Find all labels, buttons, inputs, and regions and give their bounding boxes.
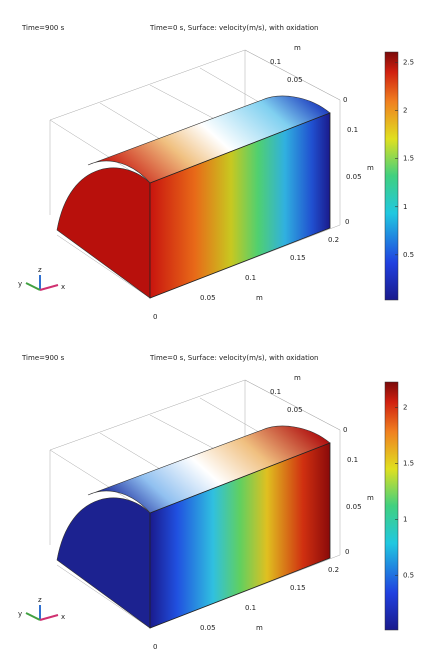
triad-x (39, 614, 59, 621)
x-unit: m (256, 624, 263, 632)
front-face (149, 442, 331, 629)
plot-title: Time=0 s, Surface: velocity(m/s), with o… (149, 354, 319, 362)
y-unit: m (294, 44, 301, 52)
colorbar-tick-label: 2 (403, 404, 407, 412)
colorbar-tick-label: 0.5 (403, 251, 414, 259)
x-tick-label: 0.2 (328, 566, 339, 574)
panel: Time=900 s Time=0 s, Surface: velocity(m/… (18, 354, 414, 651)
front-face (149, 112, 331, 299)
x-tick-label: 0.15 (290, 584, 306, 592)
z-tick-label: 0 (345, 548, 349, 556)
triad-label: y (18, 280, 22, 288)
colorbar (384, 381, 399, 631)
z-unit: m (367, 494, 374, 502)
x-tick-label: 0.15 (290, 254, 306, 262)
x-tick-label: 0.1 (245, 604, 256, 612)
y-tick-label: 0.1 (270, 58, 281, 66)
colorbar-tick-label: 0.5 (403, 571, 414, 579)
grid-box (49, 49, 341, 299)
triad-label: x (61, 613, 65, 621)
z-tick-label: 0.1 (347, 456, 358, 464)
z-tick-label: 0.05 (346, 173, 362, 181)
triad-label: x (61, 283, 65, 291)
y-unit: m (294, 374, 301, 382)
colorbar-tick-label: 2 (403, 107, 407, 115)
triad-label: y (18, 610, 22, 618)
plot-title: Time=0 s, Surface: velocity(m/s), with o… (149, 24, 319, 32)
colorbar-tick-label: 1.5 (403, 460, 414, 468)
triad-label: z (38, 596, 42, 604)
x-tick-label: 0 (153, 643, 157, 651)
time-label: Time=900 s (21, 24, 65, 32)
colorbar (384, 51, 399, 301)
colorbar-tick-label: 2.5 (403, 59, 414, 67)
x-tick-label: 0 (153, 313, 157, 321)
z-tick-label: 0 (345, 218, 349, 226)
z-unit: m (367, 164, 374, 172)
x-tick-label: 0.05 (200, 294, 216, 302)
panel: Time=900 s Time=0 s, Surface: velocity(m/… (18, 24, 414, 321)
triad-x (39, 284, 59, 291)
x-tick-label: 0.2 (328, 236, 339, 244)
y-tick-label: 0.05 (287, 406, 303, 414)
panels: Time=900 s Time=0 s, Surface: velocity(m/… (18, 24, 414, 651)
triad-label: z (38, 266, 42, 274)
colorbar-tick-label: 1.5 (403, 155, 414, 163)
x-tick-label: 0.1 (245, 274, 256, 282)
end-cap (56, 497, 151, 629)
x-unit: m (256, 294, 263, 302)
colorbar-tick-label: 1 (403, 203, 407, 211)
colorbar-tick-label: 1 (403, 515, 407, 523)
time-label: Time=900 s (21, 354, 65, 362)
triad-y (25, 612, 41, 621)
y-tick-label: 0.05 (287, 76, 303, 84)
z-tick-label: 0.1 (347, 126, 358, 134)
top-surface (87, 95, 331, 184)
top-surface (87, 425, 331, 514)
x-tick-label: 0.05 (200, 624, 216, 632)
y-tick-label: 0.1 (270, 388, 281, 396)
triad-y (25, 282, 41, 291)
end-cap (56, 167, 151, 299)
z-tick-label: 0.05 (346, 503, 362, 511)
y-tick-label: 0 (343, 426, 347, 434)
y-tick-label: 0 (343, 96, 347, 104)
grid-box (49, 379, 341, 629)
